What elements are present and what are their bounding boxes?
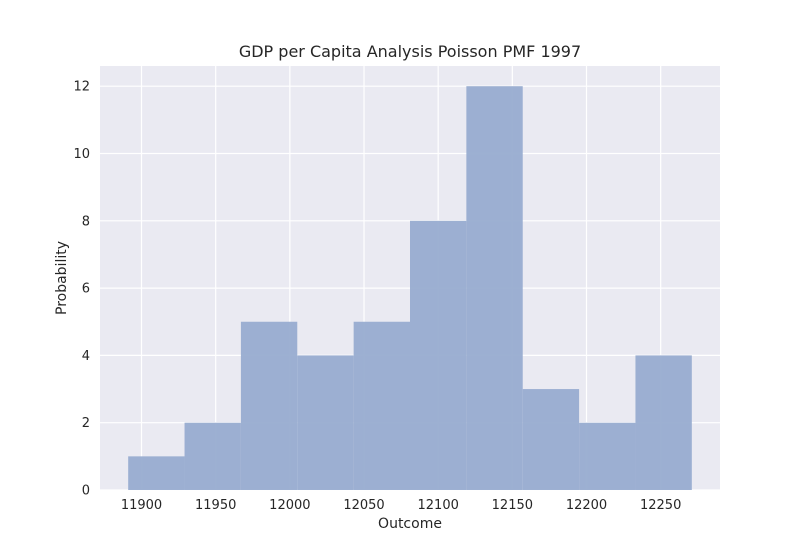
y-tick-label: 0 (82, 484, 90, 499)
histogram-bar (240, 321, 298, 490)
x-axis-label: Outcome (378, 516, 442, 532)
x-tick-label: 12200 (566, 498, 607, 513)
y-tick-label: 2 (82, 416, 90, 431)
y-tick-labels: 0 2 4 6 8 10 12 (73, 80, 90, 499)
x-tick-label: 12000 (269, 498, 310, 513)
chart-title: GDP per Capita Analysis Poisson PMF 1997 (239, 42, 581, 61)
x-tick-label: 11950 (195, 498, 236, 513)
y-axis-label: Probability (54, 241, 70, 315)
histogram-bar (297, 355, 354, 490)
x-tick-label: 12150 (492, 498, 533, 513)
y-tick-label: 6 (82, 282, 90, 297)
histogram-bar (635, 355, 692, 490)
y-tick-label: 10 (73, 147, 90, 162)
y-tick-label: 12 (73, 80, 90, 95)
histogram-bar (410, 220, 467, 491)
y-tick-label: 4 (82, 349, 90, 364)
histogram-bar (128, 456, 185, 490)
y-tick-label: 8 (82, 214, 90, 229)
x-tick-label: 12100 (418, 498, 459, 513)
histogram-bar (353, 321, 410, 490)
x-tick-label: 11900 (121, 498, 162, 513)
bars (128, 86, 692, 491)
x-tick-labels: 11900 11950 12000 12050 12100 12150 12200 12250 (121, 498, 681, 513)
histogram-bar (184, 422, 241, 490)
histogram-bar (522, 389, 580, 490)
histogram-bar (466, 86, 523, 490)
histogram-bar (579, 422, 636, 490)
x-tick-label: 12050 (343, 498, 384, 513)
x-tick-label: 12250 (640, 498, 681, 513)
